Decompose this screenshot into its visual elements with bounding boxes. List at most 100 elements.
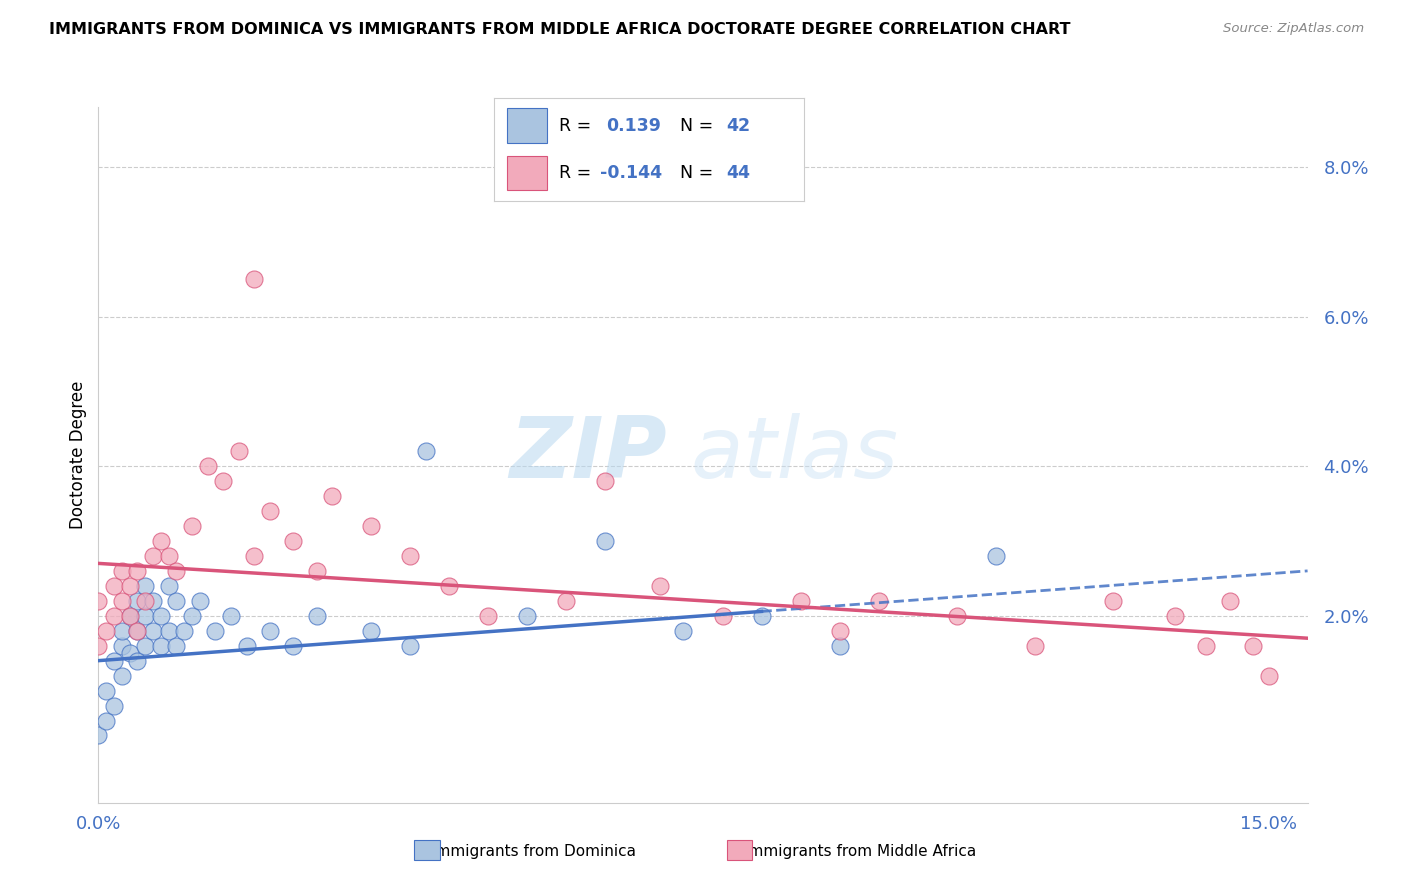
Point [212,474,235,488]
Point [118,579,141,593]
Point [555,594,578,608]
Point [360,519,382,533]
Point [828,624,851,638]
Point [648,579,671,593]
Point [118,608,141,623]
Point [149,639,172,653]
Y-axis label: Doctorate Degree: Doctorate Degree [69,381,87,529]
Point [1024,639,1046,653]
Text: Immigrants from Dominica: Immigrants from Dominica [432,845,637,859]
Text: Source: ZipAtlas.com: Source: ZipAtlas.com [1223,22,1364,36]
Point [103,698,125,713]
Point [96,624,118,638]
Point [595,474,617,488]
Point [305,564,328,578]
Point [173,624,195,638]
Point [165,639,187,653]
Point [111,564,134,578]
Point [751,608,773,623]
Point [103,654,125,668]
Point [243,272,266,286]
Point [181,519,204,533]
Point [259,624,281,638]
Point [103,608,125,623]
Point [477,608,499,623]
Point [157,579,180,593]
Text: 42: 42 [727,117,751,135]
Text: R =: R = [560,117,598,135]
Point [204,624,226,638]
Point [439,579,461,593]
Point [283,533,305,548]
Point [259,504,281,518]
Point [516,608,538,623]
Text: IMMIGRANTS FROM DOMINICA VS IMMIGRANTS FROM MIDDLE AFRICA DOCTORATE DEGREE CORRE: IMMIGRANTS FROM DOMINICA VS IMMIGRANTS F… [49,22,1071,37]
Point [127,564,149,578]
Point [165,564,187,578]
Point [87,639,110,653]
Point [96,683,118,698]
Text: R =: R = [560,164,598,182]
Point [1219,594,1241,608]
Point [197,459,219,474]
Point [1164,608,1187,623]
Text: -0.144: -0.144 [599,164,662,182]
Point [235,639,257,653]
Point [181,608,204,623]
Point [127,594,149,608]
Point [945,608,967,623]
Point [157,624,180,638]
Point [134,639,156,653]
Point [1241,639,1264,653]
Point [142,594,165,608]
Point [134,594,156,608]
Text: N =: N = [681,164,718,182]
Point [360,624,382,638]
Text: ZIP: ZIP [509,413,666,497]
Point [96,714,118,728]
Point [103,579,125,593]
Point [984,549,1007,563]
Bar [506,155,547,190]
Point [111,624,134,638]
Point [127,654,149,668]
Point [228,444,250,458]
Point [1257,668,1279,682]
Point [399,549,422,563]
Point [111,594,134,608]
Point [142,549,165,563]
Point [134,608,156,623]
Point [415,444,437,458]
Point [1195,639,1218,653]
Point [87,594,110,608]
Point [399,639,422,653]
Point [672,624,695,638]
Point [118,646,141,660]
Point [118,608,141,623]
Text: Immigrants from Middle Africa: Immigrants from Middle Africa [744,845,976,859]
Point [111,668,134,682]
Bar [506,108,547,144]
Point [134,579,156,593]
Point [165,594,187,608]
Point [127,624,149,638]
Point [142,624,165,638]
Point [321,489,343,503]
Point [188,594,211,608]
Point [868,594,890,608]
Point [243,549,266,563]
Text: 44: 44 [727,164,751,182]
Text: N =: N = [681,117,718,135]
Point [219,608,242,623]
Point [149,608,172,623]
Point [283,639,305,653]
Point [305,608,328,623]
Point [595,533,617,548]
Point [1101,594,1123,608]
Point [149,533,172,548]
Text: 0.139: 0.139 [606,117,661,135]
Point [127,624,149,638]
Point [157,549,180,563]
Point [711,608,734,623]
Point [111,639,134,653]
